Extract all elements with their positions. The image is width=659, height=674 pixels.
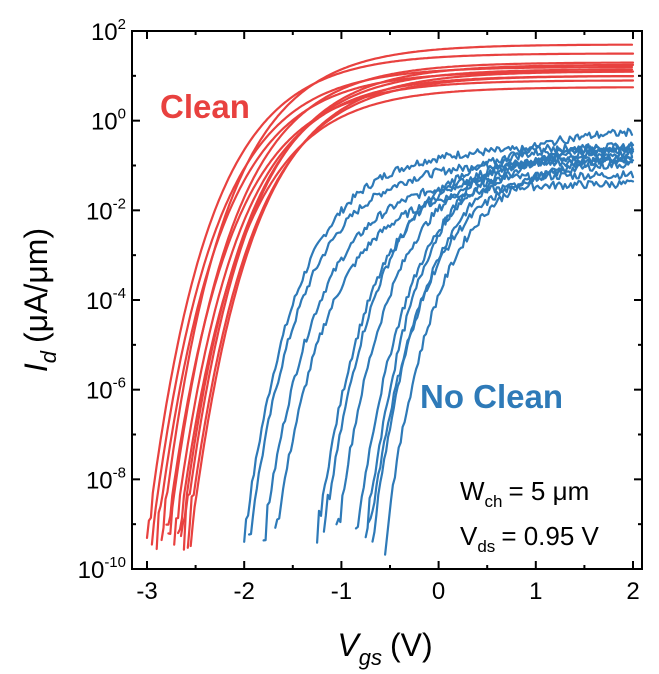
clean-curve [165,79,635,526]
x-tick-label: 1 [529,578,542,605]
x-axis-title: Vgs (V) [337,627,432,670]
clean-curve [179,68,634,538]
clean-curve [167,61,635,535]
clean-curve [150,65,634,546]
no-clean-curve [367,159,635,524]
no-clean-curve [274,179,635,529]
y-tick-label: 10-10 [78,554,126,584]
x-tick-label: 0 [432,578,445,605]
clean-curve [189,70,634,548]
legend-label-clean: Clean [160,88,250,125]
y-tick-label: 10-8 [86,464,126,494]
no-clean-curve [262,170,635,542]
clean-curve [145,52,635,539]
y-tick-label: 10-6 [86,375,126,405]
no-clean-curve [371,141,635,543]
clean-curve [160,43,634,542]
y-tick-label: 10-2 [86,195,126,225]
x-tick-label: 2 [626,578,639,605]
x-tick-label: -2 [234,578,255,605]
legend-label-no-clean: No Clean [420,378,563,415]
y-tick-label: 10-4 [86,285,126,315]
x-tick-label: -1 [331,578,352,605]
x-tick-label: -3 [136,578,157,605]
x-axis-ticks: -3 -2 -1 0 1 2 [136,31,640,605]
no-clean-curve [248,156,634,536]
no-clean-curve [364,127,634,539]
clean-curve [182,63,635,551]
y-tick-label: 102 [91,16,126,46]
annotation-channel-width: Wch = 5 μm [460,476,589,511]
curves-layer [145,43,635,556]
y-axis-ticks: 10-10 10-8 10-6 10-4 10-2 100 102 [78,16,642,584]
y-axis-title: Id(μA/μm) [18,228,61,372]
y-tick-label: 100 [91,106,126,136]
annotation-drain-voltage: Vds = 0.95 V [460,521,600,556]
no-clean-curve [384,154,634,556]
clean-curve [177,86,635,535]
